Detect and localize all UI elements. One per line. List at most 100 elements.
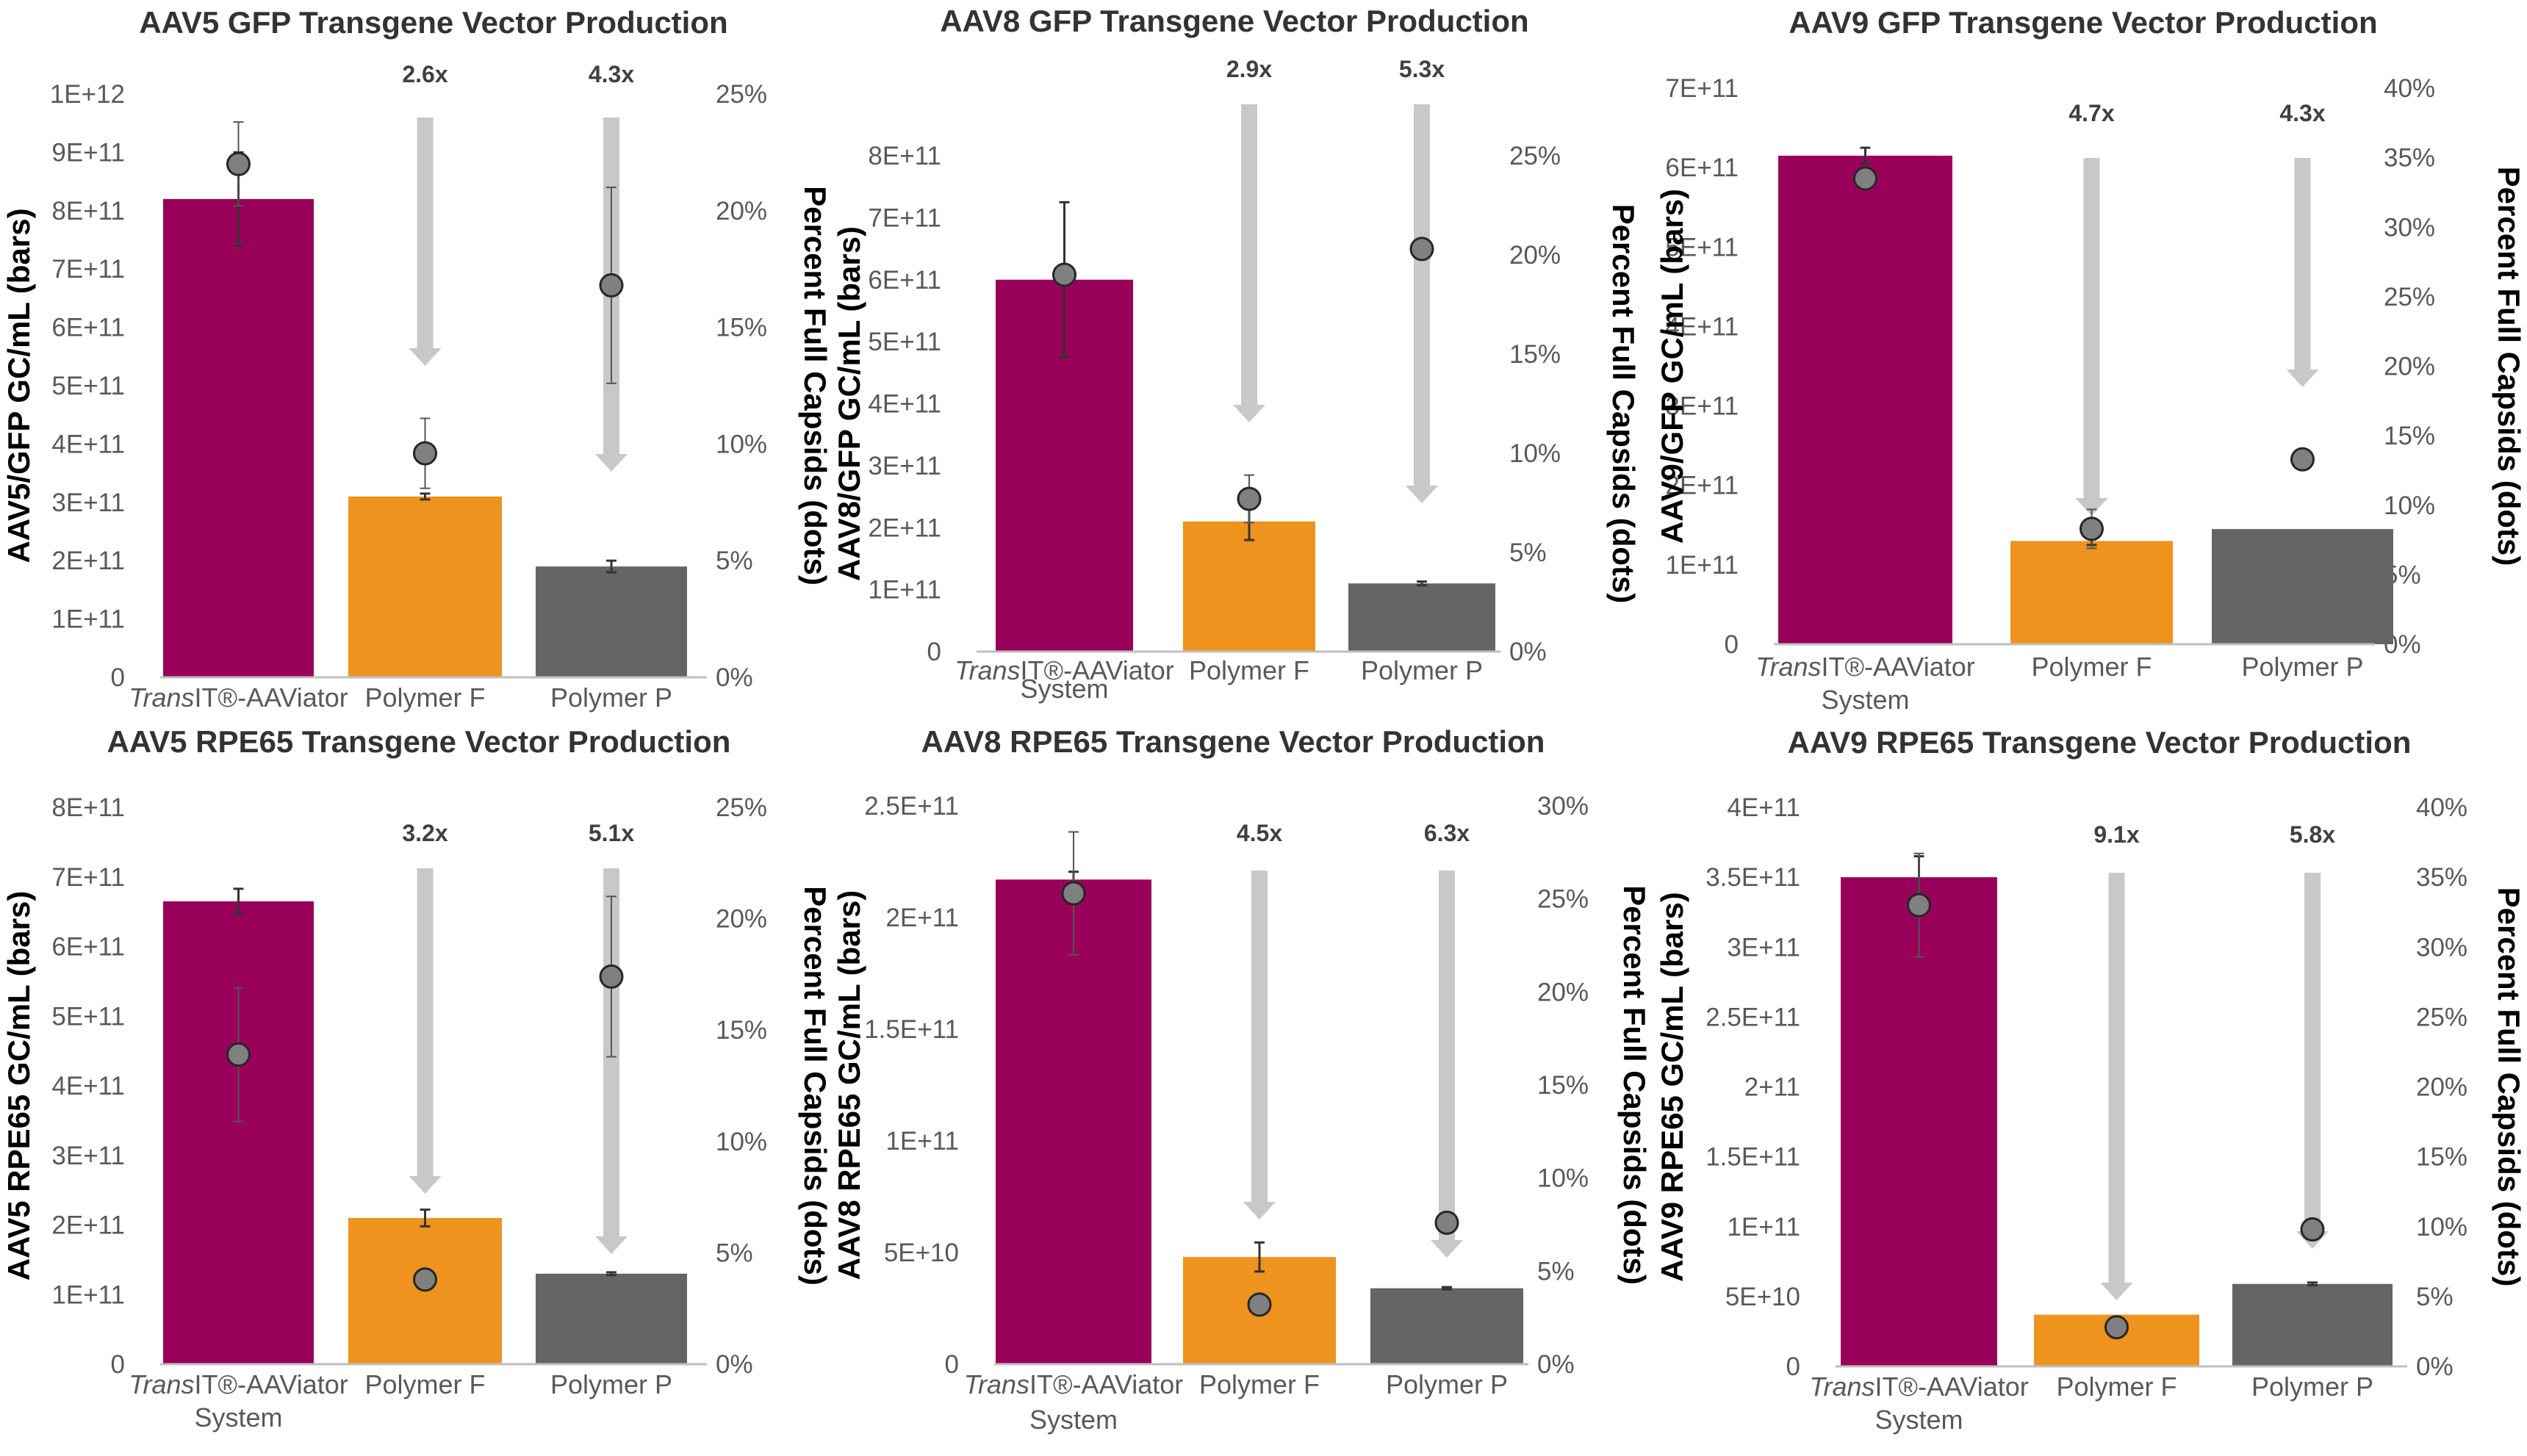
y2-tick-label: 10%	[1509, 439, 1561, 468]
y2-tick-label: 20%	[716, 197, 767, 226]
y-axis-label: AAV9 RPE65 GC/mL (bars)	[1655, 892, 1689, 1282]
y-tick-label: 5E+10	[1725, 1283, 1800, 1311]
fold-change-arrow	[1243, 871, 1276, 1219]
y-tick-label: 0	[927, 638, 941, 666]
category-label-polymer-f: Polymer F	[364, 682, 485, 713]
dot-transit	[1907, 893, 1931, 918]
arrow-head	[1233, 405, 1265, 422]
y-tick-label: 5E+11	[51, 372, 125, 400]
arrow-head	[409, 348, 442, 366]
category-label-transit: TransIT®-AAViator	[1809, 1372, 2029, 1402]
bar-error-transit	[233, 887, 244, 915]
bar-error-polymer-p	[1417, 580, 1427, 587]
fold-change-label: 5.1x	[589, 820, 634, 846]
fold-change-label: 4.7x	[2068, 100, 2114, 126]
y-axis-label: AAV8 RPE65 GC/mL (bars)	[832, 890, 866, 1280]
y-tick-label: 4E+11	[1665, 312, 1739, 341]
category-label-polymer-p: Polymer P	[550, 1369, 672, 1399]
fold-change-arrow	[2075, 158, 2108, 516]
y-tick-label: 3E+11	[868, 452, 941, 480]
dot-polymer-f	[413, 441, 437, 466]
category-label-transit: TransIT®-AAViator	[1755, 652, 1975, 682]
category-label-polymer-p: Polymer P	[1386, 1369, 1508, 1399]
arrow-head	[1243, 1202, 1276, 1219]
y-tick-label: 6E+11	[51, 314, 125, 342]
y2-tick-label: 15%	[716, 1016, 767, 1045]
y-tick-label: 8E+11	[868, 142, 941, 170]
y2-tick-label: 20%	[1537, 978, 1589, 1006]
bar-error-polymer-p	[606, 559, 617, 574]
y2-tick-label: 5%	[2416, 1283, 2454, 1311]
y-axis-label: AAV5 RPE65 GC/mL (bars)	[1, 891, 36, 1281]
y2-tick-label: 10%	[1537, 1164, 1589, 1193]
dot-polymer-p	[599, 273, 624, 298]
y-tick-label: 2E+11	[51, 1211, 125, 1240]
arrow-head	[2286, 370, 2319, 387]
dot-polymer-p	[599, 964, 624, 989]
y-tick-label: 0	[945, 1350, 959, 1379]
category-label-polymer-f: Polymer F	[1199, 1369, 1320, 1399]
category-label-polymer-f: Polymer F	[2031, 652, 2152, 682]
fold-change-arrow	[2286, 158, 2319, 387]
chart-panel-6: AAV9 RPE65 Transgene Vector Production 0 5…	[1655, 725, 2526, 1435]
y2-tick-label: 20%	[2384, 353, 2435, 381]
dot-transit	[1061, 881, 1086, 906]
chart-panel-4: AAV5 RPE65 Transgene Vector Production 0 1…	[1, 724, 833, 1432]
y-tick-label: 1.5E+11	[864, 1015, 959, 1044]
y-tick-label: 1E+11	[1665, 551, 1739, 580]
fold-change-label: 3.2x	[402, 820, 447, 846]
category-label-line2: System	[1020, 674, 1108, 704]
y-tick-label: 6E+11	[51, 933, 125, 962]
chart-title: AAV5 GFP Transgene Vector Production	[139, 5, 727, 40]
arrow-head	[1431, 1240, 1463, 1258]
y-tick-label: 1E+11	[51, 1280, 125, 1309]
y-tick-label: 2.5E+11	[1705, 1003, 1800, 1031]
y-tick-label: 1.5E+11	[1705, 1143, 1800, 1172]
bar-polymer-p	[536, 566, 687, 677]
arrow-head	[1406, 486, 1438, 503]
y2-tick-label: 25%	[716, 80, 767, 109]
y2-axis-label: Percent Full Capsids (dots)	[798, 886, 833, 1286]
category-label-polymer-p: Polymer P	[1361, 655, 1483, 685]
category-label-polymer-f: Polymer F	[2056, 1372, 2176, 1402]
y2-tick-label: 0%	[1537, 1350, 1575, 1379]
bar-polymer-f	[2010, 541, 2173, 644]
bar-polymer-p	[1348, 583, 1495, 652]
fold-change-label: 6.3x	[1424, 820, 1470, 846]
fold-change-label: 5.3x	[1399, 56, 1445, 82]
y2-tick-label: 15%	[2416, 1143, 2467, 1172]
y2-tick-label: 5%	[716, 1239, 753, 1267]
y2-axis-label: Percent Full Capsids (dots)	[1617, 885, 1652, 1285]
dot-transit	[1052, 262, 1076, 287]
y2-tick-label: 5%	[1509, 538, 1547, 567]
fold-change-label: 4.5x	[1237, 820, 1282, 846]
dot-polymer-f	[2104, 1315, 2129, 1340]
y-tick-label: 0	[111, 663, 125, 692]
bar-error-polymer-p	[1442, 1286, 1452, 1291]
dot-polymer-p	[1409, 237, 1434, 262]
y-tick-label: 4E+11	[51, 430, 125, 458]
y2-tick-label: 25%	[716, 793, 767, 822]
bar-error-polymer-p	[606, 1271, 617, 1277]
fold-change-arrow	[1406, 104, 1438, 503]
y-tick-label: 6E+11	[1665, 154, 1739, 182]
fold-change-arrow	[2100, 873, 2133, 1300]
y-tick-label: 2E+11	[51, 547, 125, 575]
y2-tick-label: 0%	[2416, 1352, 2454, 1381]
fold-change-label: 2.9x	[1226, 56, 1272, 82]
bar-transit	[163, 198, 314, 677]
y-tick-label: 1E+12	[50, 80, 125, 109]
category-label-line2: System	[1029, 1405, 1118, 1435]
arrow-head	[2075, 498, 2108, 516]
y-tick-label: 3.5E+11	[1705, 863, 1800, 892]
fold-change-label: 4.3x	[2279, 100, 2325, 126]
bar-transit	[1841, 877, 1997, 1366]
y2-tick-label: 40%	[2384, 74, 2435, 103]
fold-change-label: 5.8x	[2290, 821, 2335, 848]
fold-change-label: 9.1x	[2093, 821, 2139, 848]
dot-transit	[226, 151, 251, 176]
y-tick-label: 5E+11	[1665, 233, 1739, 262]
y-tick-label: 6E+11	[868, 266, 941, 295]
category-label-line2: System	[194, 1402, 282, 1432]
